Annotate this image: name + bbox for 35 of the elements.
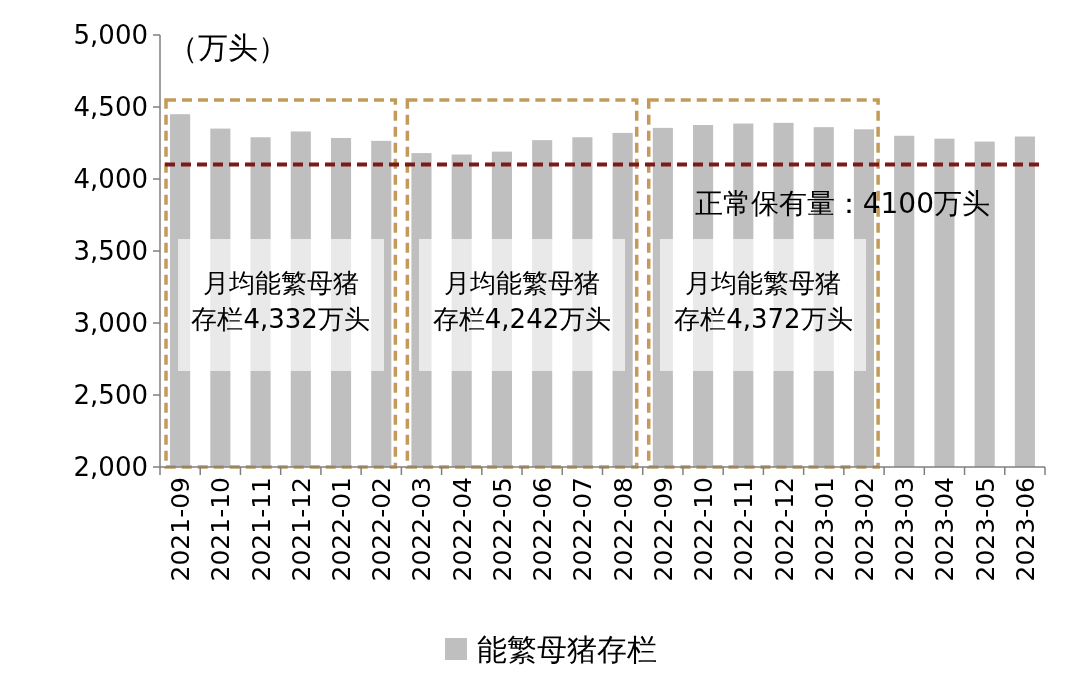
y-tick-label: 5,000: [73, 20, 148, 50]
band-label: 月均能繁母猪存栏4,242万头: [419, 239, 626, 371]
band-label: 月均能繁母猪存栏4,332万头: [177, 239, 384, 371]
y-tick-label: 3,000: [73, 308, 148, 338]
legend-label: 能繁母猪存栏: [477, 632, 657, 667]
y-tick-label: 3,500: [73, 236, 148, 266]
x-tick-label: 2022-10: [689, 477, 719, 582]
x-tick-label: 2022-11: [729, 477, 759, 582]
x-tick-label: 2021-12: [286, 477, 316, 582]
x-tick-label: 2023-04: [930, 477, 960, 582]
x-tick-label: 2022-01: [327, 477, 357, 582]
y-tick-label: 4,000: [73, 164, 148, 194]
x-tick-label: 2022-07: [568, 477, 598, 582]
x-tick-label: 2022-03: [407, 477, 437, 582]
y-tick-label: 4,500: [73, 92, 148, 122]
y-tick-label: 2,000: [73, 452, 148, 482]
y-axis-title: （万头）: [168, 30, 288, 65]
x-tick-label: 2021-11: [246, 477, 276, 582]
x-tick-label: 2023-05: [970, 477, 1000, 582]
x-tick-label: 2021-09: [166, 477, 196, 582]
x-tick-label: 2022-02: [367, 477, 397, 582]
x-tick-label: 2023-06: [1010, 477, 1040, 582]
x-tick-label: 2023-01: [809, 477, 839, 582]
ref-line-label: 正常保有量：4100万头: [694, 186, 990, 220]
x-tick-label: 2022-05: [487, 477, 517, 582]
x-tick-label: 2022-09: [648, 477, 678, 582]
band-label: 月均能繁母猪存栏4,372万头: [660, 239, 867, 371]
x-tick-label: 2022-04: [447, 477, 477, 582]
x-tick-label: 2022-06: [528, 477, 558, 582]
x-tick-label: 2022-12: [769, 477, 799, 582]
x-tick-label: 2021-10: [206, 477, 236, 582]
x-tick-label: 2023-03: [890, 477, 920, 582]
x-tick-label: 2022-08: [608, 477, 638, 582]
y-tick-label: 2,500: [73, 380, 148, 410]
x-tick-label: 2023-02: [849, 477, 879, 582]
